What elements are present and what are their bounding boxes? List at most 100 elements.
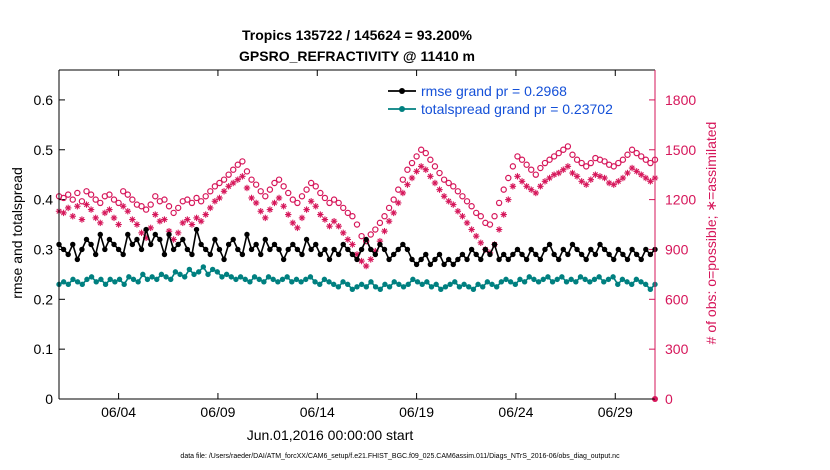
obs-assimilated-point (518, 178, 526, 185)
rmse-point (134, 236, 140, 243)
totalspread-point (70, 276, 76, 283)
rmse-point (345, 246, 351, 253)
obs-assimilated-point (463, 219, 471, 227)
totalspread-point (419, 281, 425, 288)
obs-possible-point (220, 176, 228, 183)
obs-possible-point (317, 189, 324, 197)
obs-assimilated-point (252, 199, 260, 207)
totalspread-point (326, 279, 332, 285)
totalspread-point (489, 281, 495, 288)
totalspread-point (321, 276, 328, 283)
obs-assimilated-point (583, 181, 590, 188)
obs-assimilated-point (358, 257, 365, 265)
totalspread-point (568, 276, 574, 283)
obs-assimilated-point (230, 179, 237, 187)
asterisk-stroke (400, 190, 406, 196)
y-left-tick-label: 0.4 (34, 192, 54, 208)
rmse-point (551, 251, 557, 258)
data-file-footer: data file: /Users/raeder/DAI/ATM_forcXX/… (180, 453, 620, 460)
rmse-point (601, 246, 608, 253)
rmse-point (143, 226, 149, 233)
obs-assimilated-point (87, 206, 95, 213)
obs-possible-point (638, 153, 645, 160)
asterisk-stroke (115, 221, 122, 228)
obs-assimilated-point (335, 222, 342, 230)
asterisk-stroke (294, 225, 301, 231)
totalspread-point (261, 279, 267, 285)
chart-title-line2: GPSRO_REFRACTIVITY @ 11410 m (239, 48, 475, 64)
totalspread-point (98, 276, 104, 283)
totalspread-point (158, 271, 165, 278)
asterisk-stroke (74, 203, 80, 209)
asterisk-stroke (533, 190, 539, 196)
asterisk-stroke (152, 211, 158, 218)
rmse-point (441, 261, 447, 268)
rmse-point (152, 231, 158, 238)
rmse-point (280, 256, 287, 263)
totalspread-point (279, 276, 286, 283)
obs-assimilated-point (115, 221, 122, 228)
obs-assimilated-point (119, 203, 127, 210)
rmse-point (358, 246, 365, 253)
totalspread-point (358, 281, 365, 288)
rmse-point (166, 231, 172, 238)
totalspread-point (493, 284, 500, 290)
obs-assimilated-point (546, 174, 553, 182)
rmse-point (390, 251, 397, 258)
y-left-tick-label: 0 (45, 391, 53, 407)
rmse-point (514, 246, 521, 253)
rmse-point (102, 246, 108, 253)
obs-assimilated-point (197, 218, 205, 225)
totalspread-point (456, 284, 463, 290)
totalspread-point (633, 276, 640, 283)
asterisk-stroke (299, 215, 305, 221)
obs-possible-point (477, 213, 484, 220)
asterisk-stroke (391, 210, 397, 216)
totalspread-point (647, 286, 654, 293)
obs-assimilated-point (307, 198, 315, 205)
rmse-point (189, 251, 195, 258)
obs-assimilated-point (573, 173, 581, 180)
totalspread-point (270, 276, 276, 283)
obs-assimilated-point (569, 169, 576, 177)
obs-possible-point (110, 196, 118, 203)
totalspread-point (466, 284, 472, 290)
obs-possible-point (413, 153, 420, 160)
totalspread-point (116, 276, 123, 283)
asterisk-stroke (221, 188, 227, 194)
asterisk-stroke (345, 236, 351, 243)
rmse-point (372, 251, 379, 258)
totalspread-point (577, 274, 584, 280)
rmse-point (546, 241, 553, 248)
rmse-point (157, 236, 163, 243)
obs-possible-point (124, 191, 131, 198)
totalspread-point (638, 279, 644, 285)
obs-assimilated-point (211, 198, 219, 205)
obs-assimilated-point (133, 221, 141, 228)
obs-assimilated-point (317, 211, 324, 218)
x-tick-label: 06/09 (200, 404, 235, 420)
rmse-point (455, 256, 461, 263)
asterisk-stroke (409, 175, 415, 181)
asterisk-stroke (303, 206, 310, 213)
rmse-point (487, 251, 493, 258)
obs-possible-point (275, 176, 283, 183)
obs-possible-point (523, 161, 530, 168)
totalspread-point (344, 281, 351, 288)
totalspread-point (172, 269, 179, 275)
totalspread-point (219, 274, 225, 280)
rmse-point (276, 246, 282, 253)
obs-assimilated-point (175, 229, 182, 237)
obs-assimilated-point (628, 164, 636, 172)
rmse-point (501, 251, 507, 258)
obs-possible-point (399, 176, 407, 183)
obs-possible-point (216, 179, 223, 187)
asterisk-stroke (239, 173, 246, 179)
obs-possible-point (344, 209, 352, 217)
obs-possible-point (628, 146, 636, 153)
y-left-tick-label: 0.6 (34, 92, 54, 108)
asterisk-stroke (496, 226, 502, 233)
totalspread-point (93, 279, 99, 285)
rmse-point (97, 231, 103, 238)
asterisk-stroke (331, 218, 337, 224)
